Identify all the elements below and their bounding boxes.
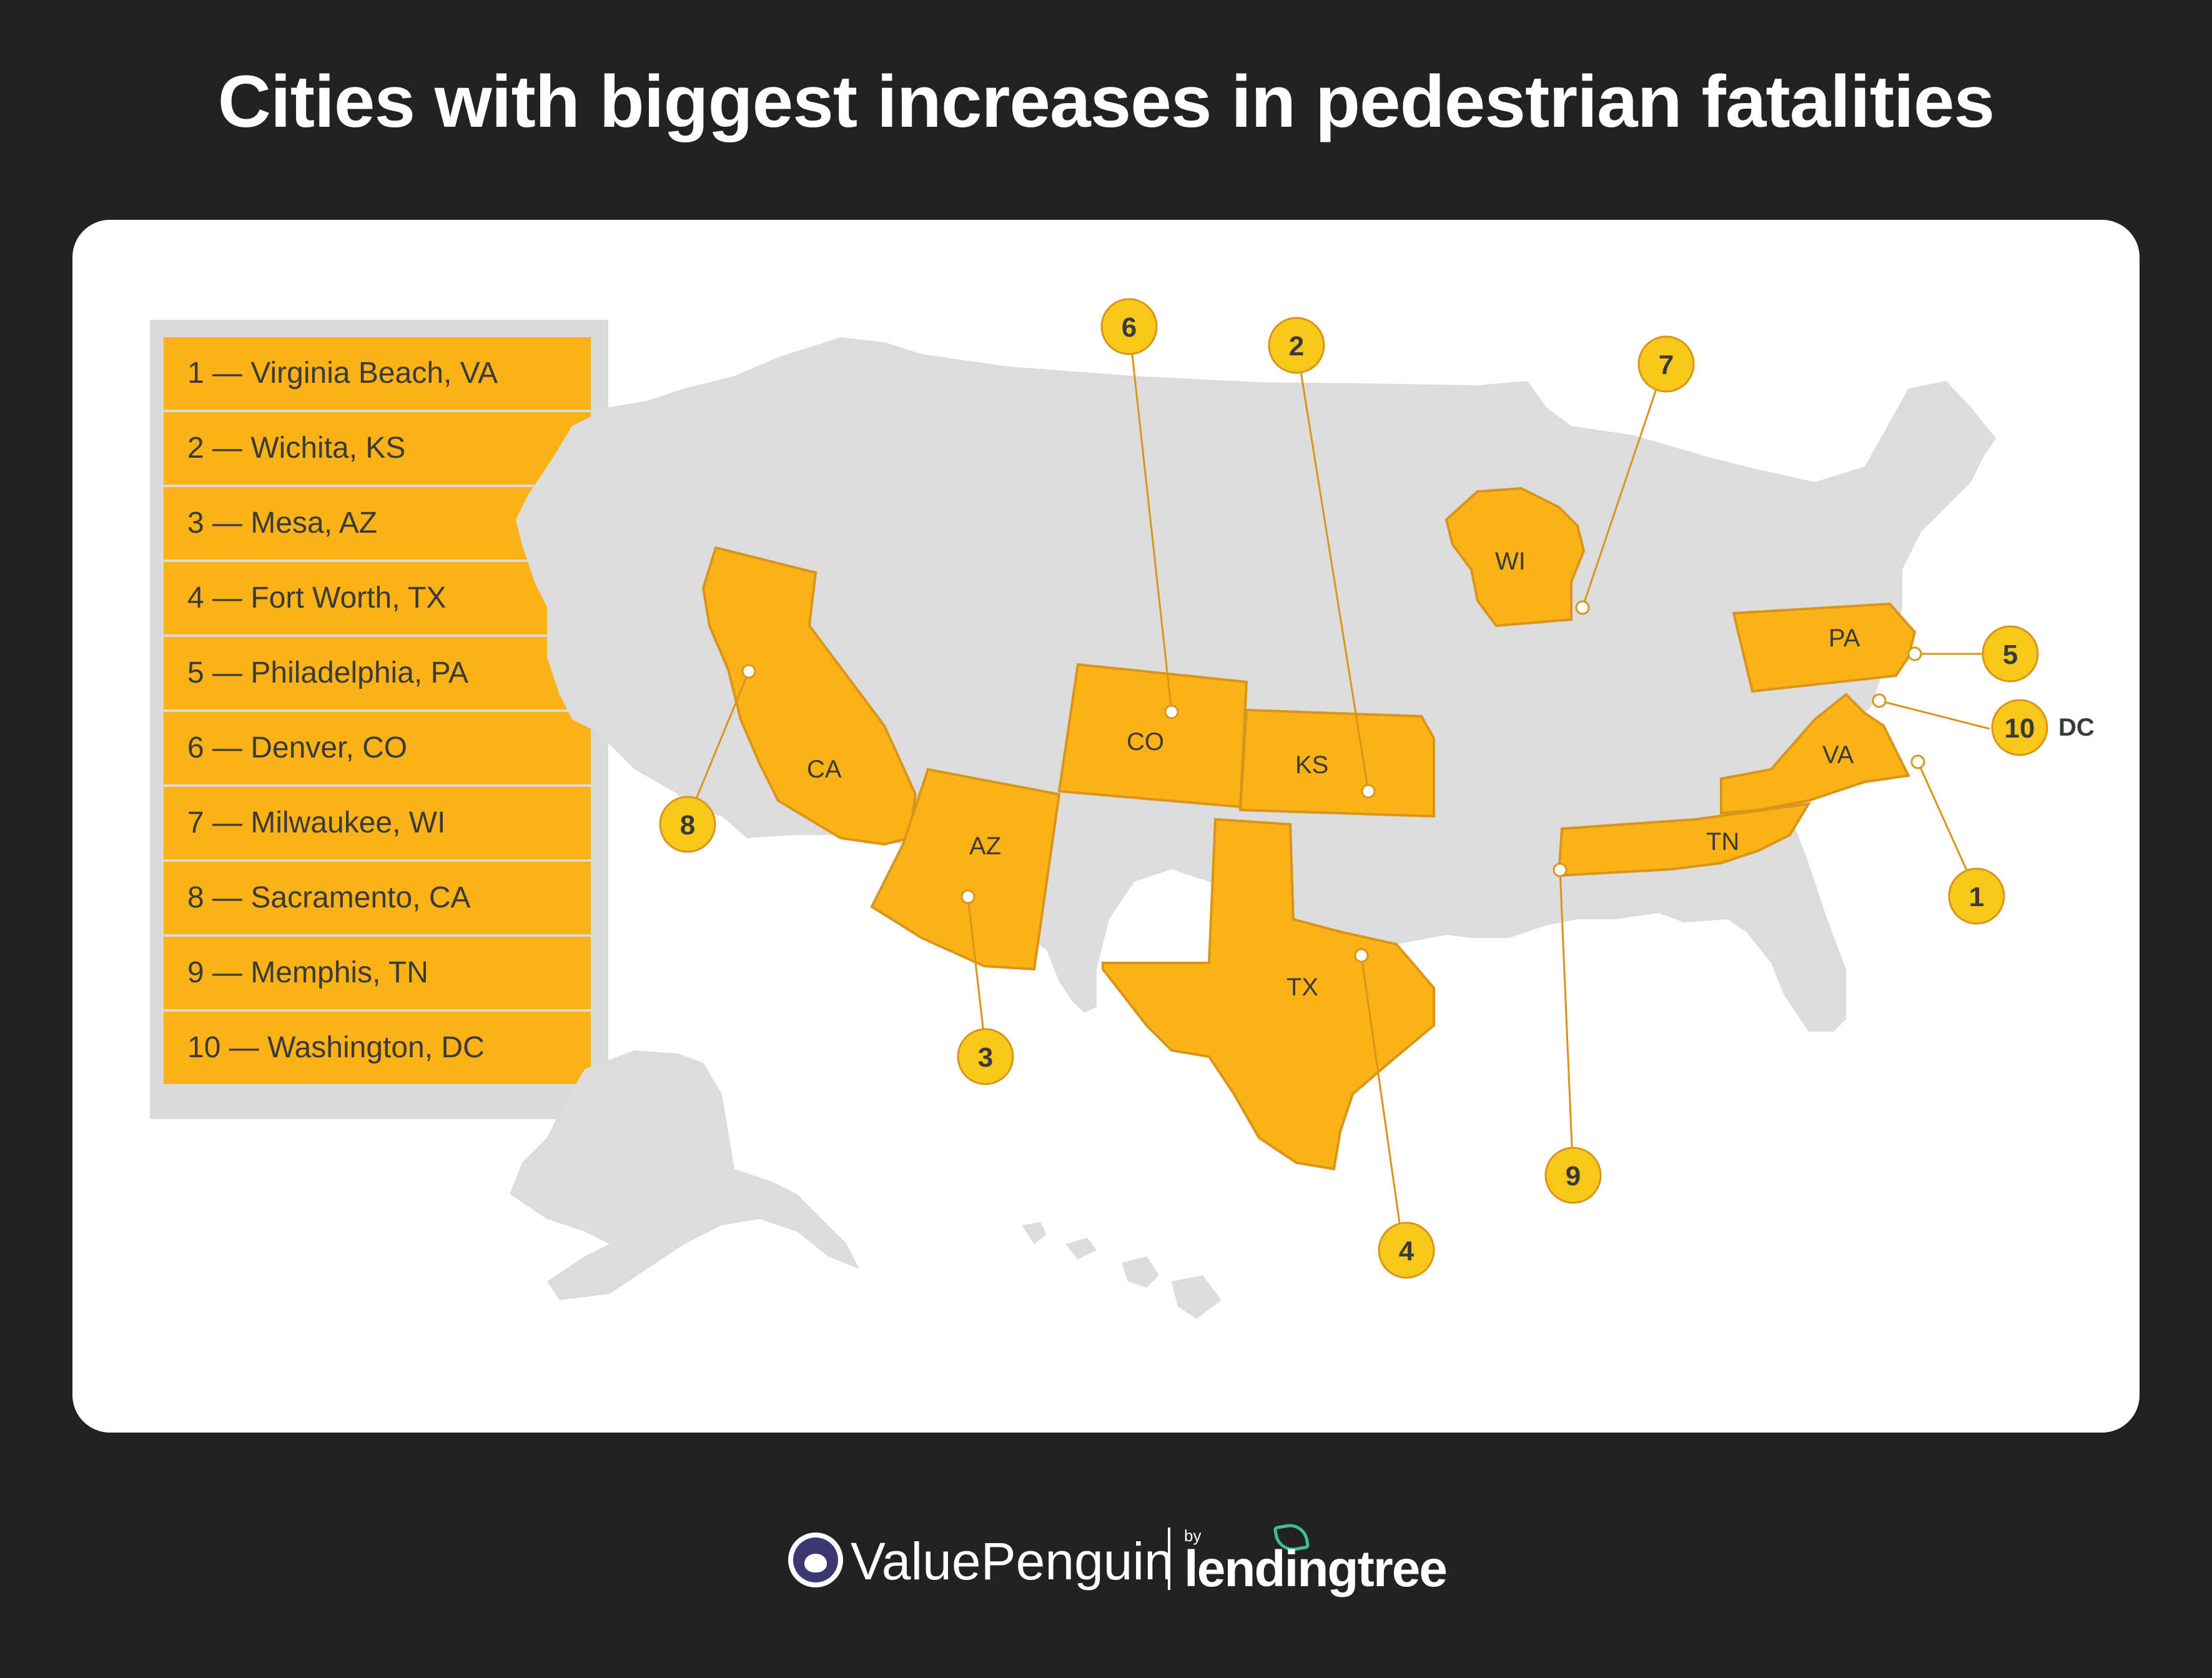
badge-1: 1 [1969,882,1984,912]
legend-item-1: 1 — Virginia Beach, VA [164,337,591,410]
city-dot-washington [1872,693,1887,708]
state-label-va: VA [1822,741,1854,769]
city-dot-milwaukee [1575,600,1590,615]
city-dot-sacramento [741,664,756,679]
state-ks [1238,708,1435,818]
legend-item-6: 6 — Denver, CO [164,712,591,784]
city-dot-philadelphia [1907,646,1922,661]
alaska-base [510,1050,859,1300]
badge-8: 8 [680,810,695,841]
legend-item-7: 7 — Milwaukee, WI [164,787,591,859]
badge-9: 9 [1566,1161,1581,1192]
city-dot-wichita [1361,784,1376,799]
logo-divider [1168,1527,1170,1590]
state-label-pa: PA [1829,624,1860,652]
badge-circle-7 [1637,335,1695,393]
state-label-tn: TN [1706,828,1739,856]
city-dot-memphis [1553,862,1568,877]
badge-6: 6 [1122,312,1137,343]
city-ranking-legend: 1 — Virginia Beach, VA 2 — Wichita, KS 3… [150,320,608,1119]
state-va [1720,693,1911,815]
badge-circle-10 [1991,699,2048,756]
badge-circle-1 [1948,867,2005,925]
badge-7: 7 [1659,350,1674,380]
state-label-az: AZ [969,832,1001,860]
badge-circle-2 [1268,317,1325,374]
state-pa [1732,602,1917,693]
legend-item-2: 2 — Wichita, KS [164,412,591,485]
state-label-ca: CA [807,756,842,783]
badge-2: 2 [1289,331,1304,362]
badge-circle-4 [1378,1221,1435,1279]
penguin-icon [788,1532,843,1587]
by-text: by [1184,1526,1202,1545]
badge-5: 5 [2003,639,2018,670]
legend-item-4: 4 — Fort Worth, TX [164,562,591,634]
hawaii-base [1022,1222,1222,1319]
legend-item-9: 9 — Memphis, TN [164,937,591,1009]
map-card: 1 — Virginia Beach, VA 2 — Wichita, KS 3… [72,220,2140,1433]
badge-circle-5 [1982,625,2039,683]
badge-3: 3 [978,1042,993,1073]
legend-item-5: 5 — Philadelphia, PA [164,637,591,709]
badge-10: 10 [2005,713,2035,744]
badge-circle-3 [957,1028,1014,1085]
badge-circle-9 [1544,1147,1602,1204]
page-title: Cities with biggest increases in pedestr… [217,61,1995,143]
state-label-tx: TX [1286,974,1318,1001]
us-map: CA AZ CO KS TX WI PA TN VA [510,298,2095,1319]
state-ca [701,546,917,846]
dc-label: DC [2058,714,2095,741]
badge-circle-6 [1100,298,1158,355]
state-label-wi: WI [1495,548,1526,575]
legend-item-10: 10 — Washington, DC [164,1012,591,1084]
city-dot-virginia-beach [1910,754,1925,769]
badge-4: 4 [1399,1236,1415,1266]
state-label-ks: KS [1295,751,1328,779]
state-tx [1102,817,1435,1171]
city-dot-fort-worth [1354,948,1369,963]
state-tn [1557,802,1811,877]
state-wi [1444,486,1586,628]
footer-branding: ValuePenguin by lendingtree [0,1521,2212,1599]
state-label-co: CO [1127,728,1164,756]
city-dot-denver [1164,704,1179,719]
legend-item-8: 8 — Sacramento, CA [164,862,591,934]
valuepenguin-logo-text: ValuePenguin [851,1532,1173,1591]
city-dot-mesa [960,889,975,904]
lendingtree-logo-text: lendingtree [1184,1541,1448,1597]
badge-circle-8 [659,796,716,853]
state-az [870,767,1061,971]
